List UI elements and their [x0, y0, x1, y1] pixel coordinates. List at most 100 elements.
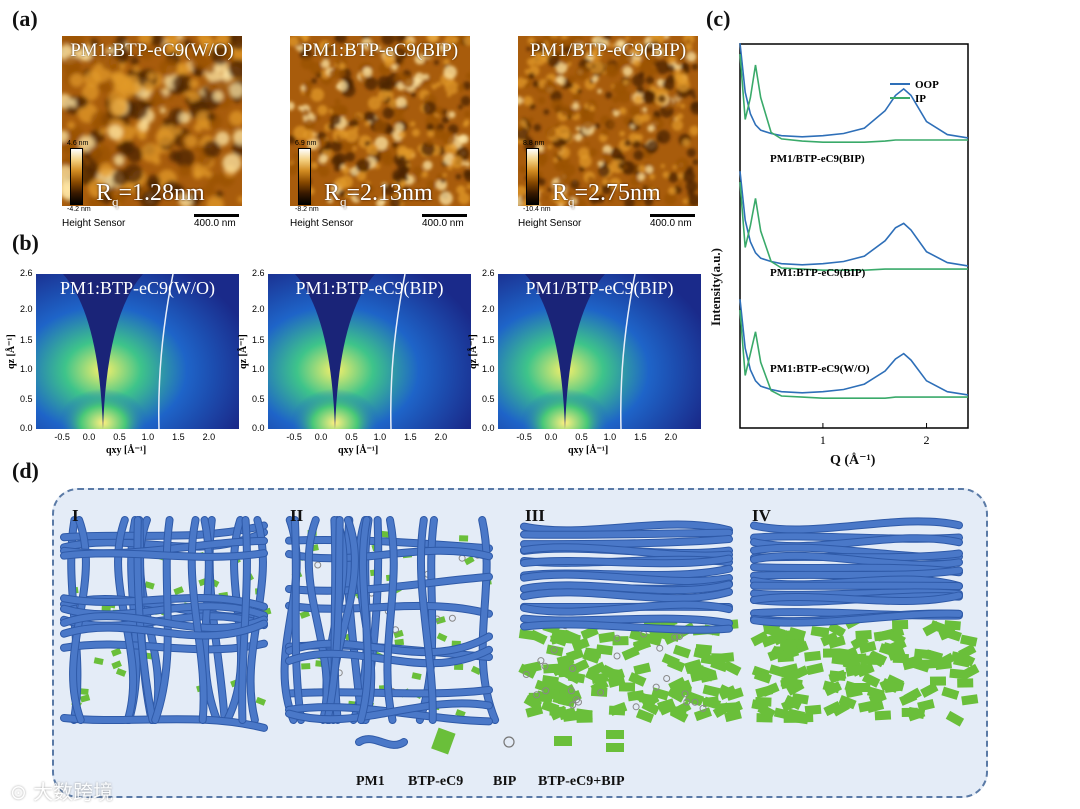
giwaxs-ytick: 0.0: [252, 423, 265, 433]
btp-flake: [255, 696, 267, 706]
giwaxs-ytick: 1.0: [252, 364, 265, 375]
afm-title: PM1:BTP-eC9(W/O): [70, 40, 234, 61]
roughness-value: Rq=2.75nm: [552, 180, 661, 210]
btp-flake: [780, 697, 800, 712]
panel-label-b: (b): [12, 230, 39, 255]
btp-flake: [379, 530, 390, 538]
btp-flake: [697, 665, 716, 680]
legend-btp-bip-glyph-2: [606, 730, 624, 739]
giwaxs-xtick: 1.0: [141, 432, 155, 442]
pm1-ribbon: [751, 518, 962, 533]
btp-flake: [873, 630, 891, 642]
btp-flake: [628, 672, 647, 687]
pm1-ribbon: [751, 552, 962, 568]
btp-flake: [612, 636, 629, 646]
btp-flake: [564, 633, 581, 645]
btp-flake: [672, 644, 691, 659]
pm1-ribbon: [188, 517, 207, 723]
btp-flake: [644, 633, 663, 647]
giwaxs-ylabel: qz [Å⁻¹]: [238, 334, 249, 369]
colorbar-min: -4.2 nm: [67, 206, 91, 213]
colorbar-max: 4.6 nm: [67, 140, 89, 147]
btp-flake: [781, 646, 800, 660]
giwaxs-pattern: PM1/BTP-eC9(BIP): [498, 274, 701, 429]
btp-flake: [804, 650, 822, 662]
btp-flake: [767, 625, 786, 639]
pm1-ribbon: [239, 517, 250, 723]
btp-flake: [945, 710, 965, 727]
btp-flake: [831, 654, 849, 666]
btp-flake: [868, 690, 887, 705]
giwaxs-xtick: 1.0: [373, 432, 387, 442]
btp-flake: [723, 660, 742, 676]
btp-flake: [299, 610, 311, 619]
btp-flake: [111, 660, 122, 670]
btp-flake: [755, 696, 772, 707]
btp-flake: [755, 685, 774, 699]
btp-flake: [590, 678, 609, 695]
height-colorbar: [526, 148, 539, 205]
bip-molecule: [574, 698, 582, 706]
btp-flake: [535, 690, 554, 704]
pm1-ribbon: [384, 517, 397, 723]
btp-flake: [470, 665, 482, 675]
btp-flake: [93, 657, 104, 665]
legend-label-oop: OOP: [915, 79, 939, 91]
btp-flake: [695, 643, 713, 655]
series-line-ip-2: [739, 54, 968, 143]
btp-flake: [961, 694, 979, 706]
pm1-ribbon: [479, 517, 499, 723]
height-colorbar: [298, 148, 311, 205]
scale-bar-label: 400.0 nm: [650, 218, 692, 229]
pm1-ribbon: [286, 547, 492, 562]
rq-number: =2.75nm: [574, 180, 661, 206]
stage-label-1: I: [72, 506, 79, 525]
colorbar-min: -8.2 nm: [295, 206, 319, 213]
btp-flake: [829, 670, 847, 681]
rq-symbol: R: [324, 180, 341, 206]
btp-flake: [887, 630, 906, 646]
btp-flake: [917, 698, 935, 712]
giwaxs-xtick: 0.0: [82, 432, 96, 442]
btp-flake: [753, 669, 772, 684]
btp-flake: [554, 681, 573, 697]
pm1-ribbon: [324, 517, 343, 723]
sensor-label: Height Sensor: [290, 218, 354, 229]
chart-xlabel: Q (Å⁻¹): [830, 453, 876, 468]
btp-flake: [860, 655, 877, 665]
pm1-ribbon: [61, 620, 267, 639]
line-chart: 1 2 OOP IP PM1/BTP-eC9(BIP) PM1:BTP-eC9(BIP) P…: [700, 40, 980, 480]
pm1-ribbon: [417, 517, 436, 723]
series-label: PM1/BTP-eC9(BIP): [770, 153, 865, 165]
scale-bar: [194, 214, 239, 217]
btp-flake: [635, 708, 655, 723]
giwaxs-xlabel: qxy [Å⁻¹]: [106, 445, 147, 456]
afm-title: PM1:BTP-eC9(BIP): [301, 40, 459, 61]
btp-flake: [562, 660, 582, 675]
btp-flake: [618, 682, 636, 692]
btp-flake: [571, 637, 590, 652]
giwaxs-xtick: 0.5: [575, 432, 588, 442]
btp-flake: [899, 691, 918, 706]
giwaxs-xtick: 1.5: [634, 432, 647, 442]
legend-pm1-glyph: [356, 736, 407, 748]
pm1-ribbon: [521, 529, 732, 538]
giwaxs-xtick: 2.0: [202, 432, 216, 442]
btp-flake: [960, 634, 978, 647]
line-chart-svg: 1 2 OOP IP PM1/BTP-eC9(BIP) PM1:BTP-eC9(BIP) P…: [739, 43, 969, 447]
giwaxs-pattern: PM1:BTP-eC9(BIP): [268, 274, 471, 429]
pm1-ribbon: [521, 555, 732, 567]
giwaxs-xtick: 1.5: [172, 432, 185, 442]
pm1-ribbon: [521, 571, 732, 584]
panel-label-d: (d): [12, 458, 39, 483]
legend-bip-glyph: [503, 736, 515, 748]
btp-flake: [552, 693, 571, 707]
btp-flake: [750, 630, 769, 647]
bip-molecule: [663, 675, 671, 683]
giwaxs-xtick: 2.0: [434, 432, 448, 442]
btp-flake: [684, 659, 703, 673]
bip-molecule: [632, 703, 640, 711]
giwaxs-ylabel: qz [Å⁻¹]: [6, 334, 17, 369]
btp-flake: [845, 664, 863, 677]
btp-flake: [79, 688, 89, 696]
